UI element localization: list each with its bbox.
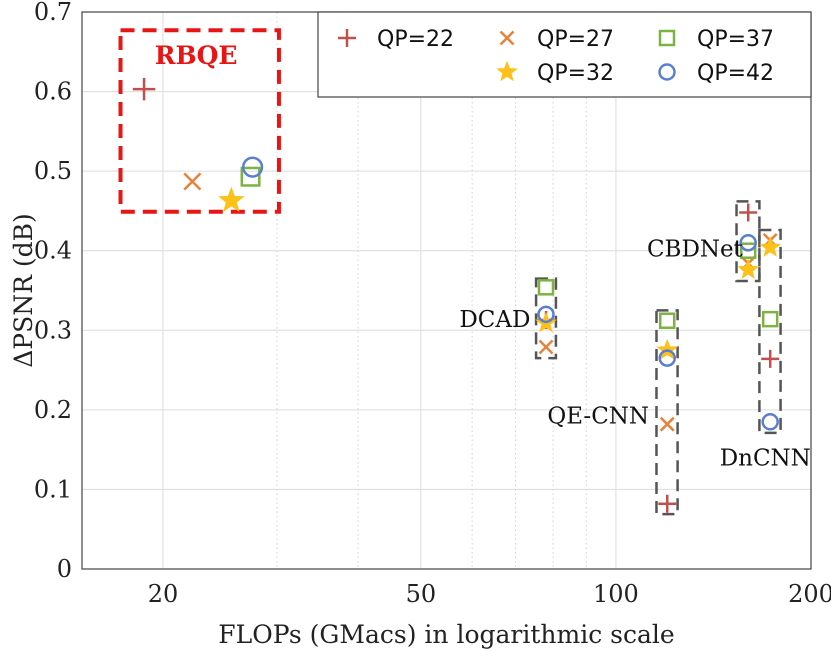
point-dncnn-qp-32 xyxy=(759,236,782,257)
point-cbdnet-qp-32 xyxy=(737,258,760,280)
point-rbqe-qp-37 xyxy=(240,166,261,187)
y-tick-label: 0 xyxy=(57,555,72,583)
legend-label-qp-32: QP=32 xyxy=(537,61,614,86)
dcad-group-box xyxy=(534,277,558,360)
legend-marker-qp-42 xyxy=(658,63,676,81)
x-tick-label: 100 xyxy=(593,580,639,608)
y-tick-label: 0.7 xyxy=(34,0,72,26)
legend-label-qp-37: QP=37 xyxy=(697,27,774,52)
legend-marker-qp-22 xyxy=(338,29,356,47)
dcad-label: DCAD xyxy=(459,307,530,333)
y-tick-label: 0.6 xyxy=(34,78,72,106)
legend-marker-qp-27 xyxy=(499,30,515,46)
point-rbqe-qp-27 xyxy=(183,172,202,191)
point-dncnn-qp-37 xyxy=(761,310,779,328)
group-boxes xyxy=(118,28,782,516)
point-qe-cnn-qp-42 xyxy=(658,349,676,367)
point-dcad-qp-37 xyxy=(537,279,555,296)
legend-marker-qp-32 xyxy=(496,60,518,82)
qe-cnn-group-box xyxy=(655,309,679,516)
dncnn-group-box xyxy=(758,228,782,435)
point-qe-cnn-qp-22 xyxy=(658,494,677,513)
point-qe-cnn-qp-37 xyxy=(658,312,676,329)
point-dcad-qp-42 xyxy=(537,305,555,324)
data-points xyxy=(132,77,782,513)
point-rbqe-qp-42 xyxy=(241,156,264,178)
x-tick-label: 50 xyxy=(406,580,437,608)
cbdnet-group-box xyxy=(735,200,761,283)
point-cbdnet-qp-37 xyxy=(739,242,757,259)
x-tick-label: 200 xyxy=(788,580,831,608)
y-tick-label: 0.5 xyxy=(34,157,72,185)
legend: QP=22 QP=27 QP=37 QP=32 QP=42 xyxy=(317,11,812,98)
point-dcad-qp-27 xyxy=(538,339,554,355)
cbdnet-label: CBDNet xyxy=(647,236,744,262)
y-tick-label: 0.3 xyxy=(34,316,72,344)
y-axis-title: ΔPSNR (dB) xyxy=(9,213,38,368)
rbqe-label: RBQE xyxy=(155,41,238,70)
point-qe-cnn-qp-27 xyxy=(659,416,675,432)
rbqe-group-box xyxy=(118,28,281,214)
legend-label-qp-42: QP=42 xyxy=(697,61,774,86)
legend-box xyxy=(317,11,812,98)
x-axis-title: FLOPs (GMacs) in logarithmic scale xyxy=(218,620,674,649)
dncnn-label: DnCNN xyxy=(720,446,811,472)
qe-cnn-label: QE-CNN xyxy=(547,403,649,429)
legend-marker-qp-37 xyxy=(658,29,676,47)
point-rbqe-qp-32 xyxy=(218,186,245,212)
point-cbdnet-qp-22 xyxy=(739,203,758,222)
legend-label-qp-27: QP=27 xyxy=(537,27,614,52)
point-dncnn-qp-42 xyxy=(761,413,779,431)
y-tick-label: 0.1 xyxy=(34,475,72,503)
point-cbdnet-qp-42 xyxy=(739,234,757,252)
point-rbqe-qp-22 xyxy=(132,77,156,101)
point-qe-cnn-qp-32 xyxy=(656,338,679,360)
legend-label-qp-22: QP=22 xyxy=(377,27,454,52)
method-labels: RBQE DCAD QE-CNN CBDNet DnCNN xyxy=(155,41,811,472)
y-tick-label: 0.4 xyxy=(34,237,72,265)
y-tick-label: 0.2 xyxy=(34,396,72,424)
x-tick-label: 20 xyxy=(148,580,179,608)
point-dncnn-qp-22 xyxy=(761,349,780,368)
